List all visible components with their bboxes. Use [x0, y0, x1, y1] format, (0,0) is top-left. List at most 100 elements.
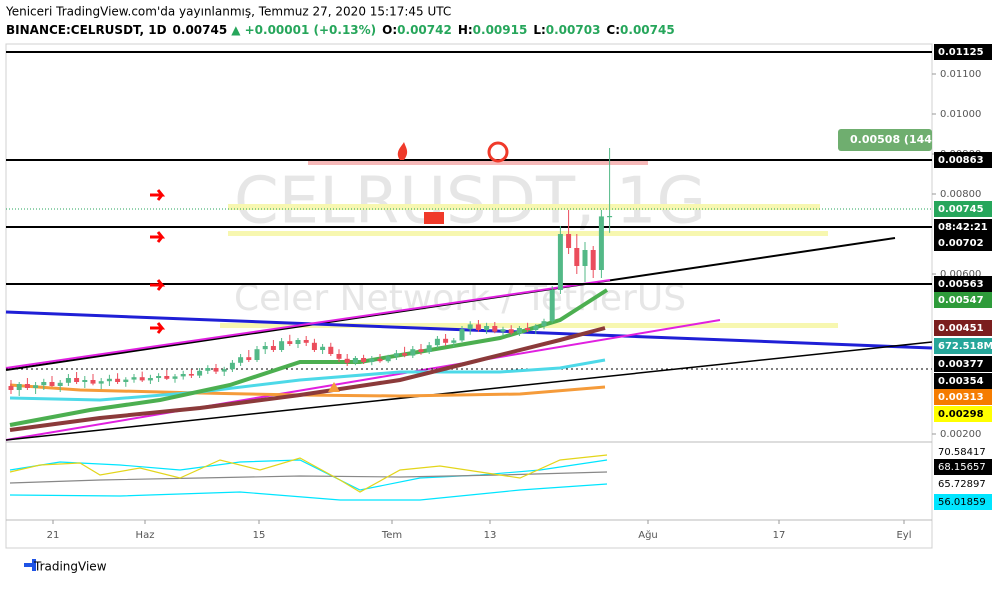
candle-body — [106, 378, 112, 382]
candle-body — [492, 326, 498, 332]
candle-body — [205, 368, 211, 371]
price-tag-bg — [934, 44, 992, 60]
candle-body — [98, 381, 104, 384]
price-tag: 672.518M — [938, 341, 994, 352]
indicator-tag: 68.15657 — [938, 462, 986, 473]
candle-body — [303, 340, 309, 343]
price-tag: 0.00451 — [938, 323, 984, 334]
y-tick-label: 0.00800 — [940, 189, 981, 200]
change: ▲ +0.00001 (+0.13%) — [231, 23, 376, 37]
candle-body — [229, 362, 235, 370]
candle-body — [443, 338, 449, 343]
x-tick-label: 15 — [253, 530, 266, 541]
x-tick-label: Ağu — [638, 529, 658, 541]
price-tag: 0.01125 — [938, 47, 984, 58]
candle-body — [57, 382, 63, 386]
price-tag: 0.00745 — [938, 204, 984, 215]
candle-body — [238, 357, 244, 363]
last-price: 0.00745 — [173, 23, 228, 37]
candle-body — [500, 329, 506, 332]
candle-body — [361, 358, 367, 362]
candle-body — [270, 346, 276, 350]
candle-body — [451, 340, 457, 343]
candle-body — [164, 376, 170, 379]
ohlc-key: O: — [382, 23, 397, 37]
price-tag: 0.00313 — [938, 392, 984, 403]
measure-badge: 0.00508 (144 — [850, 133, 932, 146]
candle-body — [377, 358, 383, 362]
candle-body — [508, 329, 514, 334]
measure-badge-bg — [838, 129, 932, 151]
x-tick-label: 17 — [773, 530, 786, 541]
y-tick-label: 0.01000 — [940, 109, 981, 120]
candle-body — [279, 341, 285, 350]
price-tag: 08:42:21 — [938, 222, 988, 233]
x-tick-label: Haz — [136, 530, 155, 541]
indicator-tag-bg — [934, 444, 992, 460]
indicator-tag-bg — [934, 476, 992, 492]
candle-body — [156, 376, 162, 378]
candle-body — [352, 358, 358, 363]
price-tag-bg — [934, 235, 992, 251]
y-tick-label: 0.00200 — [940, 429, 981, 440]
candle-body — [33, 385, 39, 388]
price-tag-bg — [934, 406, 992, 422]
ohlc-value: 0.00915 — [473, 23, 528, 37]
ohlc-key: C: — [606, 23, 620, 37]
candle-body — [410, 349, 416, 356]
candle-body — [328, 346, 334, 354]
indicator-tag: 56.01859 — [938, 497, 986, 508]
candle-body — [90, 380, 96, 384]
candle-body — [49, 382, 55, 386]
candle-body — [418, 349, 424, 352]
x-tick-label: 21 — [47, 530, 60, 541]
candle-body — [393, 353, 399, 357]
candle-body — [549, 290, 555, 322]
price-tag: 0.00298 — [938, 409, 984, 420]
ohlc-value: 0.00742 — [397, 23, 452, 37]
price-tag-bg — [934, 292, 992, 308]
price-tag: 0.00563 — [938, 279, 984, 290]
price-tag-bg — [934, 338, 992, 354]
indicator-tag-bg — [934, 459, 992, 475]
candle-body — [115, 378, 121, 382]
candle-body — [320, 346, 326, 350]
candle-body — [197, 370, 203, 376]
candle-body — [574, 248, 580, 266]
candle-body — [484, 326, 490, 330]
indicator-tag-bg — [934, 494, 992, 510]
candle-body — [188, 374, 194, 376]
candle-body — [607, 216, 613, 218]
candle-body — [516, 328, 522, 334]
candle-body — [459, 329, 465, 341]
candle-body — [147, 378, 153, 381]
indicator-tag: 65.72897 — [938, 479, 986, 490]
header-symbol: BINANCE:CELRUSDT, 1D 0.00745 ▲ +0.00001 (+… — [6, 23, 675, 37]
candle-body — [475, 324, 481, 330]
symbol: BINANCE:CELRUSDT, 1D — [6, 23, 167, 37]
footer: TradingView — [33, 560, 107, 574]
candle-body — [590, 250, 596, 270]
price-tag: 0.00354 — [938, 376, 984, 387]
candle-body — [582, 250, 588, 266]
candle-body — [525, 328, 531, 330]
ohlc-value: 0.00703 — [546, 23, 601, 37]
candle-body — [369, 358, 375, 362]
candle-body — [180, 374, 186, 377]
ohlc-key: L: — [533, 23, 545, 37]
candle-body — [221, 369, 227, 372]
candle-body — [344, 358, 350, 363]
candle-body — [123, 379, 129, 382]
candle-body — [426, 345, 432, 352]
candle-body — [8, 386, 14, 390]
candle-body — [385, 356, 391, 362]
candle-body — [172, 376, 178, 379]
price-tag: 0.00377 — [938, 359, 984, 370]
candle-body — [262, 346, 268, 350]
ohlc-key: H: — [458, 23, 473, 37]
price-tag-bg — [934, 219, 992, 235]
candle-body — [533, 326, 539, 330]
y-tick-label: 0.01100 — [940, 69, 981, 80]
candle-body — [254, 349, 260, 360]
